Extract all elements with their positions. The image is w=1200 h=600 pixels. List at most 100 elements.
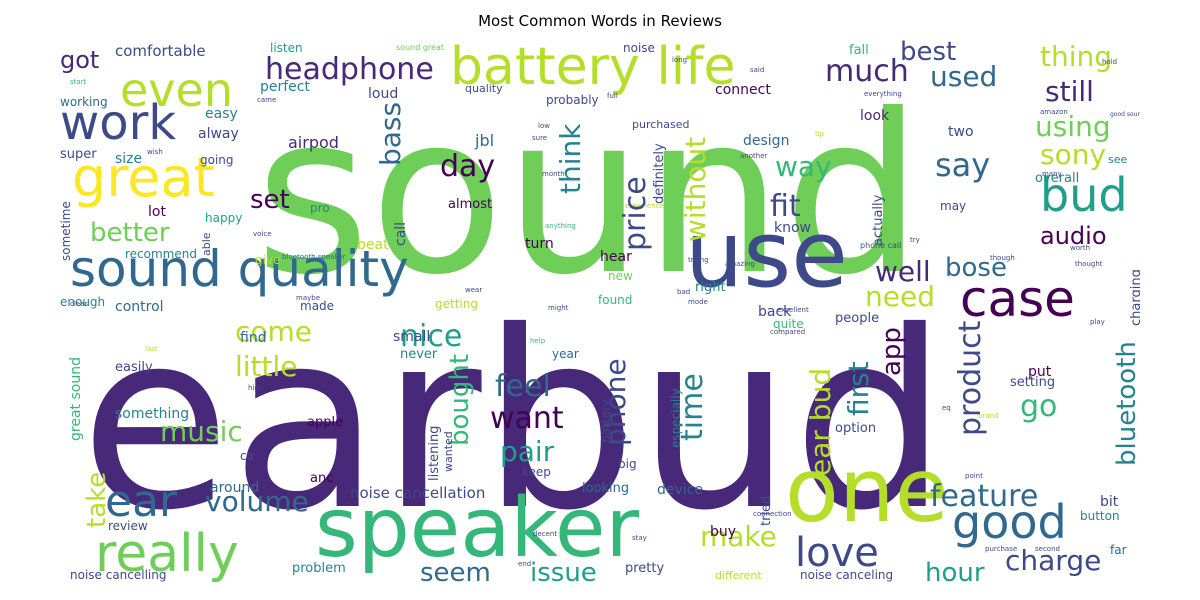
word-listen: listen <box>270 41 303 55</box>
word-take: take <box>82 472 112 528</box>
word-probably: probably <box>546 93 599 107</box>
word-beat: beat <box>357 237 389 253</box>
word-stay: stay <box>632 534 647 542</box>
word-high: high <box>248 384 263 392</box>
word-new: new <box>608 269 633 283</box>
word-purchased: purchased <box>632 118 689 131</box>
word-month: month <box>542 170 565 178</box>
word-pair: pair <box>500 435 555 468</box>
word-still: still <box>1045 75 1094 108</box>
word-ear: ear <box>105 476 178 527</box>
word-app: app <box>877 327 907 376</box>
word-option: option <box>835 421 876 436</box>
word-decent: decent <box>533 530 557 538</box>
word-fall: fall <box>849 43 869 58</box>
word-something: something <box>115 406 189 422</box>
word-good: good <box>952 495 1067 549</box>
word-battery-life: battery life <box>450 37 736 97</box>
word-may: may <box>940 199 966 213</box>
word-overall: overall <box>1035 171 1079 186</box>
word-ear-bud: ear bud <box>804 368 837 476</box>
word-lot: lot <box>148 204 166 220</box>
word-though: though <box>990 254 1015 262</box>
word-headphone: headphone <box>265 52 434 87</box>
word-especially: especially <box>669 388 683 448</box>
word-another: another <box>740 152 767 160</box>
word-look: look <box>860 108 890 124</box>
word-made: made <box>300 299 334 313</box>
word-getting: getting <box>435 297 478 311</box>
word-airpod: airpod <box>288 133 339 152</box>
word-point: point <box>965 472 983 480</box>
word-battery: battery <box>599 399 613 443</box>
word-sound: sound <box>255 67 923 323</box>
word-end: end <box>518 560 531 568</box>
word-alway: alway <box>198 126 239 142</box>
word-product: product <box>953 320 988 436</box>
word-tip: tip <box>815 130 825 138</box>
word-got: got <box>60 46 99 74</box>
word-issue: issue <box>530 558 597 584</box>
word-eq: eq <box>942 404 951 412</box>
word-almost: almost <box>448 197 492 212</box>
word-recommend: recommend <box>125 247 197 261</box>
word-size: size <box>115 151 142 167</box>
word-cloud: sound earbud speaker use one sound quali… <box>60 36 1140 584</box>
word-noise-canceling: noise canceling <box>800 568 893 582</box>
word-button: button <box>1080 509 1120 523</box>
word-way: way <box>775 150 832 183</box>
word-actually: actually <box>871 194 886 246</box>
word-big: big <box>618 457 637 471</box>
word-use: use <box>685 201 848 308</box>
word-everything: everything <box>864 90 902 98</box>
word-pretty: pretty <box>625 561 665 576</box>
word-jbl: jbl <box>474 131 494 150</box>
word-anything: anything <box>545 222 576 230</box>
word-love: love <box>795 530 879 576</box>
word-want: want <box>490 401 564 436</box>
word-back: back <box>758 304 792 320</box>
word-thing: thing <box>1040 40 1112 73</box>
word-quite: quite <box>773 317 804 331</box>
word-bluetooth-speaker: bluetooth speaker <box>282 253 346 261</box>
word-bud: bud <box>1040 168 1128 222</box>
word-many: many <box>1042 170 1062 178</box>
word-start: start <box>70 78 87 86</box>
word-wear: wear <box>465 286 482 294</box>
word-fit: fit <box>770 189 801 224</box>
word-great-sound: great sound <box>68 357 84 441</box>
word-music: music <box>160 415 243 448</box>
word-looking: looking <box>582 481 629 496</box>
word-try: try <box>910 236 920 244</box>
word-keep: keep <box>522 465 551 479</box>
word-well: well <box>875 255 931 288</box>
word-used: used <box>930 60 997 93</box>
word-play: play <box>1090 318 1105 326</box>
word-super: super <box>60 147 97 162</box>
word-hear: hear <box>600 249 632 265</box>
word-tried: tried <box>759 496 774 526</box>
word-go: go <box>1020 389 1057 424</box>
word-last: last <box>145 345 158 353</box>
word-thought: thought <box>1075 260 1103 268</box>
word-without: without <box>679 137 712 242</box>
word-wish: wish <box>147 148 163 156</box>
word-day: day <box>440 149 495 184</box>
word-voice: voice <box>253 230 272 238</box>
word-time: time <box>675 373 710 441</box>
word-clear: clear <box>70 300 87 308</box>
word-sound-quality: sound quality <box>70 240 409 298</box>
word-phone: phone <box>599 358 632 446</box>
word-cloud-canvas: sound earbud speaker use one sound quali… <box>60 37 1140 584</box>
word-put: put <box>1028 364 1052 380</box>
word-need: need <box>865 280 935 313</box>
word-audio: audio <box>1040 222 1107 250</box>
word-sure: sure <box>532 134 547 142</box>
word-come: come <box>235 315 312 348</box>
word-sound-great: sound great <box>396 43 444 52</box>
word-good-sound: good sound <box>1110 111 1140 118</box>
word-came: came <box>257 96 276 104</box>
word-price: price <box>618 176 653 251</box>
word-know: know <box>774 220 811 236</box>
word-amazon: amazon <box>1040 108 1068 116</box>
